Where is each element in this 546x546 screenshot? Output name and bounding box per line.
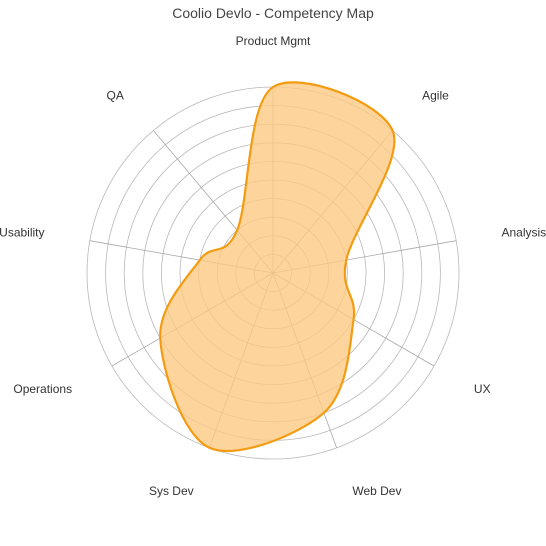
axis-label-product-mgmt: Product Mgmt <box>236 34 311 48</box>
axis-label-ux: UX <box>474 382 491 396</box>
radar-series-layer <box>159 81 396 453</box>
chart-title: Coolio Devlo - Competency Map <box>172 5 374 21</box>
axis-label-operations: Operations <box>13 382 72 396</box>
radar-axis-labels: Product Mgmt Agile Analysis UX Web Dev Sys De… <box>0 34 546 498</box>
axis-label-agile: Agile <box>422 88 449 102</box>
axis-label-qa: QA <box>107 88 124 102</box>
axis-label-web-dev: Web Dev <box>352 484 401 498</box>
axis-label-sys-dev: Sys Dev <box>149 484 194 498</box>
series-area <box>159 81 396 453</box>
axis-label-analysis: Analysis <box>501 226 546 240</box>
axis-label-usability: Usability <box>0 226 45 240</box>
